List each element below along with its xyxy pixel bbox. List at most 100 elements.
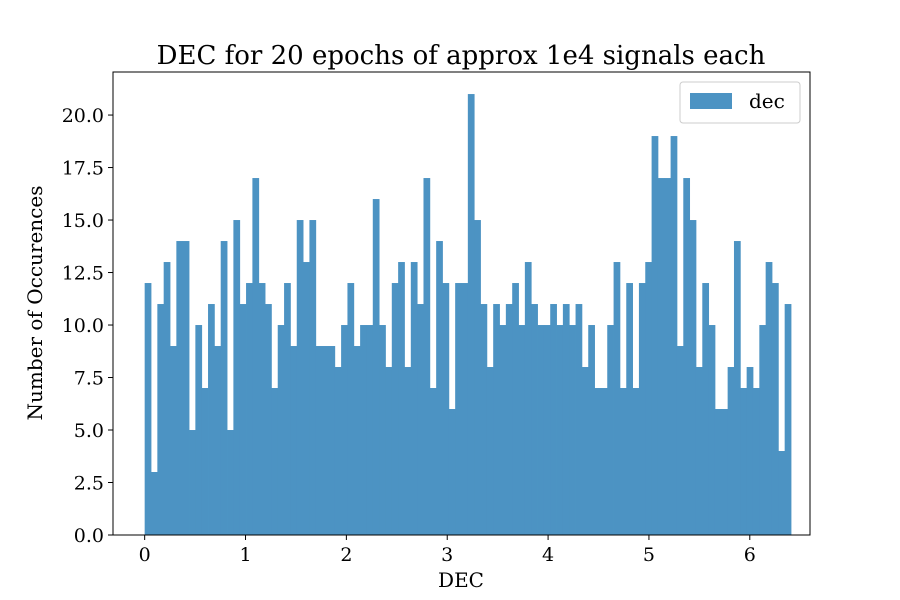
- histogram-bar: [404, 367, 412, 535]
- histogram-bar: [784, 304, 792, 535]
- plot-frame: [112, 71, 811, 536]
- histogram-bar: [315, 346, 323, 535]
- y-tick-label: 2.5: [74, 473, 104, 495]
- histogram-bar: [366, 325, 374, 535]
- histogram-bar: [486, 367, 494, 535]
- histogram-bar: [695, 367, 703, 535]
- histogram-bar: [455, 283, 462, 535]
- histogram-bar: [372, 199, 380, 535]
- histogram-bar: [309, 220, 317, 536]
- histogram-bar: [417, 304, 424, 535]
- y-tick-label: 20.0: [62, 105, 104, 127]
- histogram-bar: [638, 283, 646, 535]
- histogram-bar: [771, 283, 779, 535]
- histogram-bar: [151, 472, 158, 535]
- legend-label: dec: [749, 89, 785, 113]
- histogram-bar: [778, 451, 786, 535]
- histogram-bar: [233, 220, 241, 536]
- histogram-bar: [360, 325, 367, 535]
- histogram-bar: [657, 178, 665, 535]
- histogram-bar: [398, 262, 405, 535]
- histogram-bar: [448, 409, 456, 535]
- legend-swatch: [690, 93, 732, 109]
- histogram-bar: [689, 220, 697, 536]
- histogram-bar: [752, 388, 760, 535]
- histogram-bar: [353, 346, 361, 535]
- histogram-bar: [493, 304, 500, 535]
- histogram-bar: [543, 325, 551, 535]
- histogram-bar: [759, 325, 767, 535]
- x-tick-label: 6: [744, 544, 756, 566]
- histogram-bar: [214, 346, 222, 535]
- histogram-bar: [575, 304, 583, 535]
- histogram-bar: [201, 388, 209, 535]
- chart-title: DEC for 20 epochs of approx 1e4 signals …: [157, 41, 766, 71]
- y-tick-label: 5.0: [74, 420, 104, 442]
- histogram-bar: [410, 262, 418, 535]
- histogram-bar: [341, 325, 348, 535]
- histogram-bar: [588, 325, 595, 535]
- histogram-bar: [436, 241, 443, 536]
- histogram-bar: [176, 241, 184, 536]
- histogram-bar: [518, 325, 526, 535]
- y-tick-label: 12.5: [62, 263, 104, 285]
- histogram-bar: [550, 304, 557, 535]
- histogram-bar: [562, 304, 570, 535]
- histogram-bar: [594, 388, 602, 535]
- histogram-bar: [537, 325, 545, 535]
- y-tick-label: 7.5: [74, 368, 104, 390]
- legend: dec: [679, 81, 801, 124]
- y-tick-label: 15.0: [62, 210, 104, 232]
- histogram-bar: [189, 430, 196, 535]
- histogram-bar: [765, 262, 773, 535]
- histogram-bar: [208, 304, 215, 535]
- histogram-bar: [721, 409, 729, 535]
- histogram-bar: [607, 325, 614, 535]
- histogram-bar: [334, 367, 342, 535]
- histogram-bar: [144, 283, 152, 535]
- histogram-bar: [600, 388, 608, 535]
- x-tick-label: 1: [239, 544, 251, 566]
- histogram-bar: [182, 241, 190, 536]
- y-axis-title: Number of Occurences: [23, 186, 47, 421]
- histogram-bar: [733, 241, 741, 536]
- histogram-bar: [664, 178, 672, 535]
- histogram-bar: [556, 325, 564, 535]
- histogram-bar: [480, 304, 488, 535]
- histogram-bar: [290, 346, 298, 535]
- histogram-bar: [461, 283, 469, 535]
- histogram-bar: [727, 367, 735, 535]
- histogram-bar: [385, 367, 393, 535]
- histogram-bar: [252, 178, 260, 535]
- histogram-bar: [442, 283, 450, 535]
- histogram-bar: [328, 346, 336, 535]
- histogram-bar: [702, 283, 710, 535]
- histogram-bar: [670, 136, 678, 535]
- histogram-bar: [303, 262, 310, 535]
- histogram-bar: [271, 388, 279, 535]
- histogram-bar: [246, 283, 253, 535]
- histogram-bar: [423, 178, 431, 535]
- histogram-bar: [714, 409, 722, 535]
- histogram-bar: [632, 388, 640, 535]
- histogram-bar: [157, 304, 165, 535]
- histogram-bar: [524, 262, 532, 535]
- x-axis: 0 1 2 3 4 5 6: [139, 535, 756, 566]
- y-tick-label: 10.0: [62, 315, 104, 337]
- legend-box: [679, 81, 801, 124]
- histogram-bar: [512, 283, 519, 535]
- y-tick-label: 0.0: [74, 525, 104, 547]
- histogram-bar: [746, 367, 754, 535]
- histogram-bar: [296, 220, 304, 536]
- histogram-bar: [613, 262, 621, 535]
- histogram-bar: [505, 304, 513, 535]
- histogram-bar: [220, 241, 228, 536]
- x-axis-title: DEC: [438, 568, 484, 592]
- x-tick-label: 5: [643, 544, 655, 566]
- histogram-bar: [676, 346, 684, 535]
- histogram-bar: [499, 325, 507, 535]
- x-tick-label: 3: [441, 544, 453, 566]
- histogram-bar: [581, 367, 589, 535]
- histogram-bar: [391, 283, 399, 535]
